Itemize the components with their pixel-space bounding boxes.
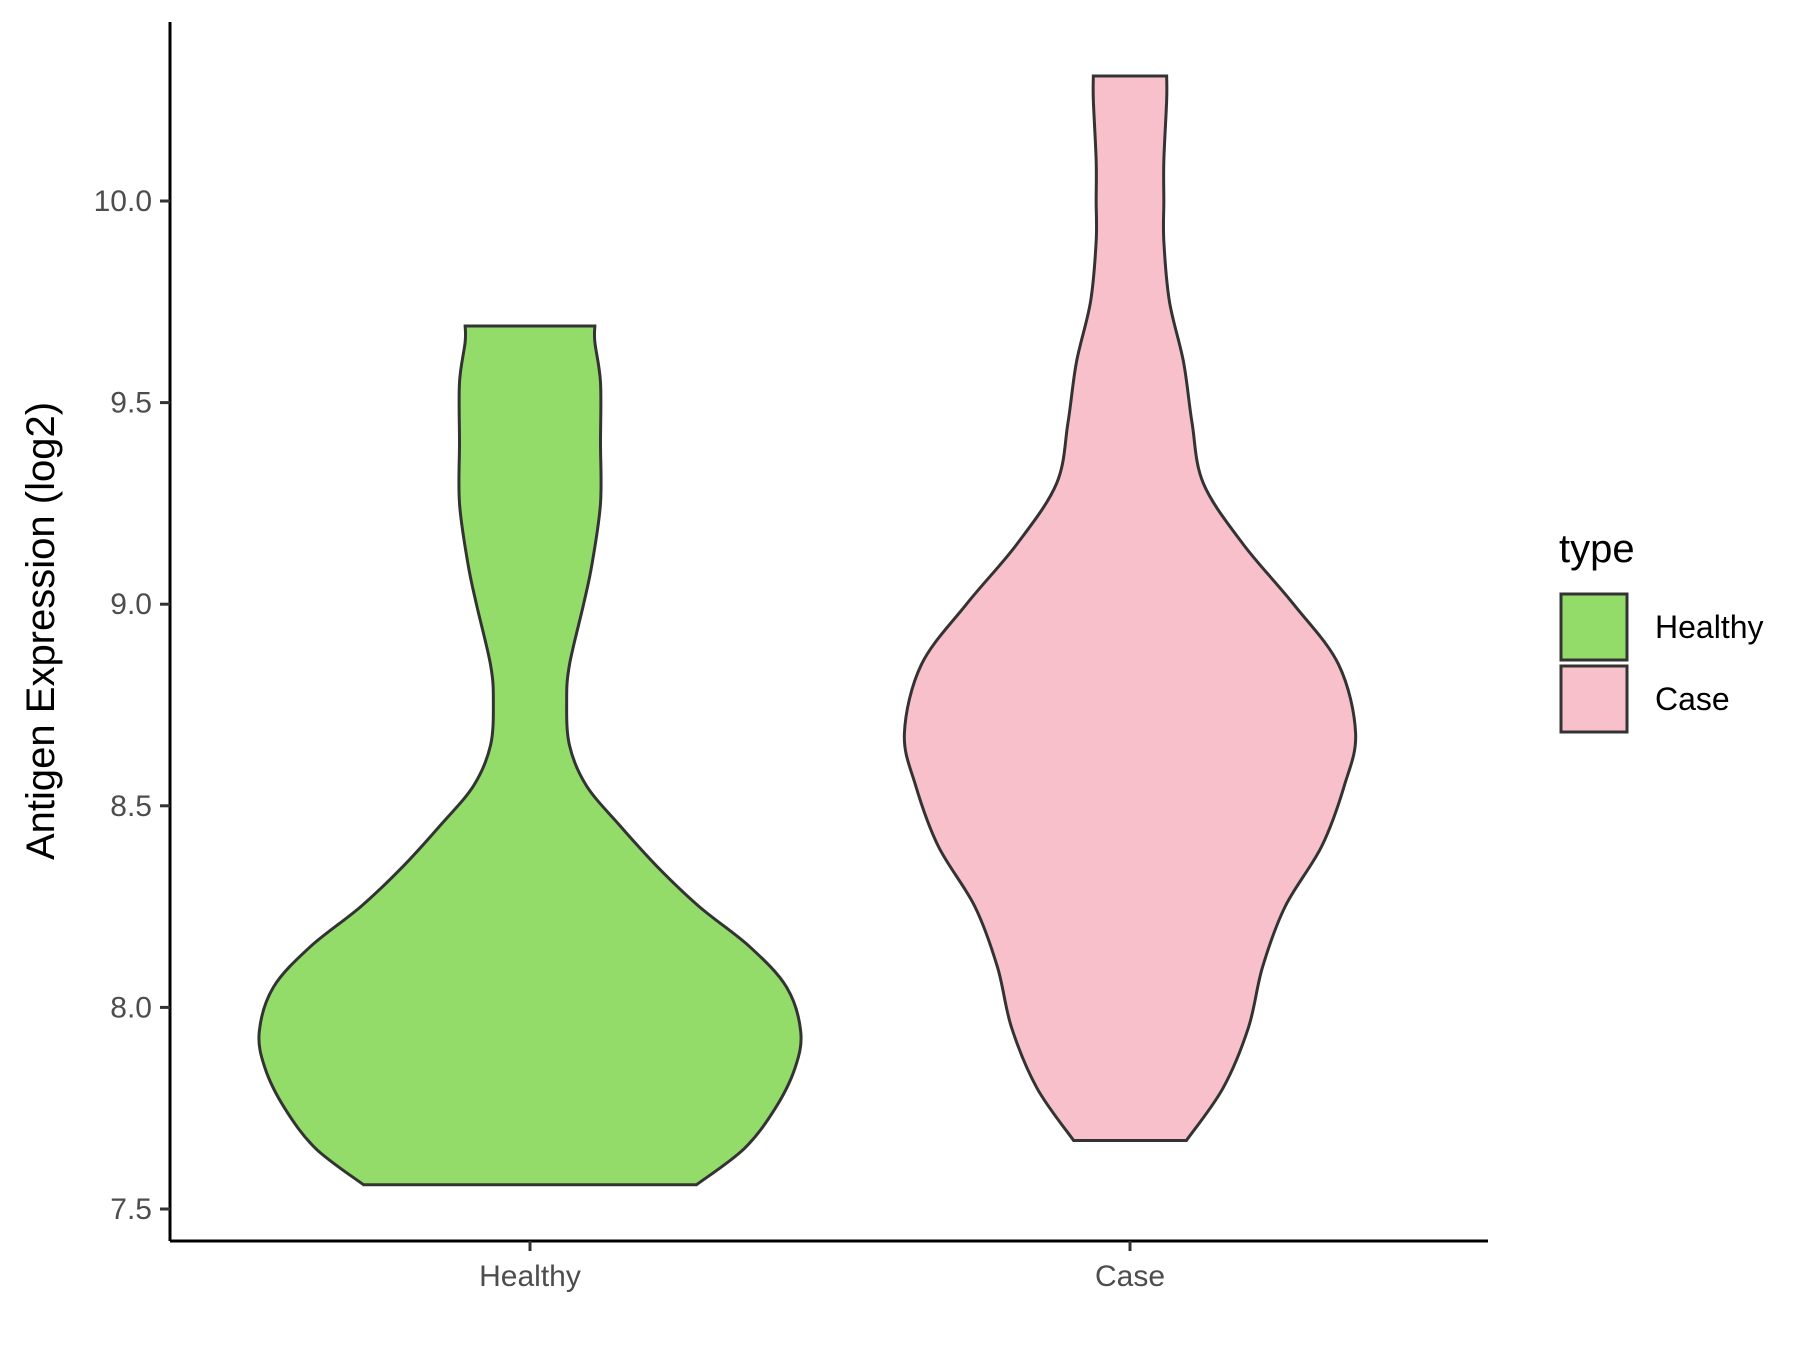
y-tick-label: 7.5 xyxy=(110,1193,152,1226)
y-tick-label: 9.0 xyxy=(110,588,152,621)
y-tick-label: 10.0 xyxy=(94,185,152,218)
violin-healthy xyxy=(257,324,803,1187)
violin-case xyxy=(902,74,1358,1142)
legend-swatch-healthy xyxy=(1559,592,1629,662)
y-axis-ticks: 7.5 8.0 8.5 9.0 9.5 10.0 xyxy=(94,185,170,1226)
legend: type Healthy Case xyxy=(1559,527,1764,734)
legend-title: type xyxy=(1559,527,1635,571)
x-axis-ticks: Healthy Case xyxy=(479,1241,1165,1293)
legend-label-case: Case xyxy=(1655,681,1730,717)
legend-swatch-case xyxy=(1559,664,1629,734)
y-tick-label: 8.0 xyxy=(110,991,152,1024)
legend-label-healthy: Healthy xyxy=(1655,609,1764,645)
legend-entries: Healthy Case xyxy=(1559,592,1764,734)
violin-layer xyxy=(257,74,1358,1187)
y-axis-title: Antigen Expression (log2) xyxy=(19,402,63,860)
y-tick-label: 9.5 xyxy=(110,387,152,420)
y-tick-label: 8.5 xyxy=(110,790,152,823)
x-tick-label-case: Case xyxy=(1095,1260,1165,1293)
x-tick-label-healthy: Healthy xyxy=(479,1260,581,1293)
